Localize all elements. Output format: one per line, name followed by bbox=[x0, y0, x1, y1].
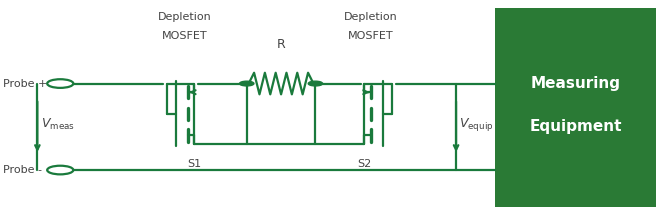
Text: Depletion: Depletion bbox=[344, 12, 398, 21]
FancyBboxPatch shape bbox=[495, 8, 656, 207]
Text: Probe +: Probe + bbox=[3, 79, 47, 88]
Text: $V_{\rm meas}$: $V_{\rm meas}$ bbox=[41, 117, 75, 132]
Circle shape bbox=[308, 81, 323, 86]
Text: Equipment: Equipment bbox=[530, 119, 622, 134]
Circle shape bbox=[47, 166, 74, 174]
Text: MOSFET: MOSFET bbox=[348, 31, 394, 41]
Text: R: R bbox=[277, 38, 285, 51]
Text: Depletion: Depletion bbox=[158, 12, 212, 21]
Text: S2: S2 bbox=[357, 159, 372, 169]
Circle shape bbox=[47, 79, 74, 88]
Text: Measuring: Measuring bbox=[530, 76, 620, 91]
Circle shape bbox=[240, 81, 254, 86]
Text: $V_{\rm equip}$: $V_{\rm equip}$ bbox=[459, 116, 494, 133]
Text: Probe -: Probe - bbox=[3, 165, 41, 175]
Text: MOSFET: MOSFET bbox=[162, 31, 208, 41]
Text: S1: S1 bbox=[187, 159, 202, 169]
